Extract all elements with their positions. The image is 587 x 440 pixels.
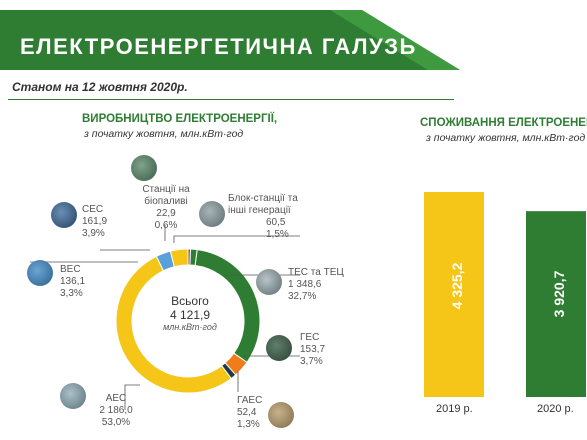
label-ves-name: ВЕС xyxy=(60,264,81,275)
bar-2019 xyxy=(424,192,484,397)
label-bio-name2: біопаливі xyxy=(144,196,188,207)
label-ses-value: 161,9 xyxy=(82,216,108,227)
label-ges-value: 153,7 xyxy=(300,344,326,355)
label-ves-pct: 3,3% xyxy=(60,288,83,299)
label-block: Блок-станції та інші генерації 60,5 1,5% xyxy=(228,193,298,241)
label-ses-pct: 3,9% xyxy=(82,228,105,239)
pumped-storage-icon xyxy=(268,402,294,428)
label-ves-value: 136,1 xyxy=(60,276,86,287)
label-bio-name1: Станції на xyxy=(142,184,190,195)
production-title: ВИРОБНИЦТВО ЕЛЕКТРОЕНЕРГІЇ, xyxy=(82,113,278,125)
connector-block xyxy=(173,235,300,243)
donut-center: Всього 4 121,9 млн.кВт·год xyxy=(145,294,235,332)
label-aes-value: 2 186,0 xyxy=(99,405,133,416)
label-ges-pct: 3,7% xyxy=(300,356,323,367)
label-ses-name: СЕС xyxy=(82,204,104,215)
solar-panel-icon xyxy=(51,202,77,228)
wind-turbine-icon xyxy=(27,260,53,286)
block-station-icon xyxy=(199,201,225,227)
year-2019-label: 2019 р. xyxy=(436,403,473,415)
year-2020-label: 2020 р. xyxy=(537,403,574,415)
thermal-plant-icon xyxy=(256,269,282,295)
connector-aes xyxy=(124,384,140,410)
label-gaes-value: 52,4 xyxy=(237,407,257,418)
label-gaes-pct: 1,3% xyxy=(237,419,260,430)
label-ves: ВЕС 136,1 3,3% xyxy=(60,264,85,300)
nuclear-plant-icon xyxy=(60,383,86,409)
banner-arrow-accent xyxy=(330,10,460,70)
total-unit: млн.кВт·год xyxy=(163,322,217,332)
hydro-plant-icon xyxy=(266,335,292,361)
label-block-value: 60,5 xyxy=(266,217,286,228)
label-ges-name: ГЕС xyxy=(300,332,320,343)
label-tes: ТЕС та ТЕЦ 1 348,6 32,7% xyxy=(288,267,344,303)
production-subtitle: з початку жовтня, млн.кВт·год xyxy=(84,128,244,140)
label-gaes: ГАЕС 52,4 1,3% xyxy=(237,395,262,431)
label-ses: СЕС 161,9 3,9% xyxy=(82,204,107,240)
label-block-name1: Блок-станції та xyxy=(228,193,298,204)
bar-2020 xyxy=(526,211,586,397)
consumption-title: СПОЖИВАННЯ ЕЛЕКТРОЕНЕРГ xyxy=(420,117,587,129)
total-value: 4 121,9 xyxy=(169,308,211,322)
biofuel-station-icon xyxy=(131,155,157,181)
label-bio-pct: 0,6% xyxy=(154,220,178,231)
label-block-pct: 1,5% xyxy=(266,229,289,240)
label-aes-pct: 53,0% xyxy=(101,417,131,428)
consumption-subtitle: з початку жовтня, млн.кВт·год xyxy=(426,132,586,144)
bar-2019-value: 4 325,2 xyxy=(449,262,465,310)
label-bio: Станції на біопаливі 22,9 0,6% xyxy=(140,184,192,232)
label-tes-pct: 32,7% xyxy=(288,291,317,302)
divider xyxy=(8,99,454,100)
label-ges: ГЕС 153,7 3,7% xyxy=(300,332,325,368)
label-block-name2: інші генерації xyxy=(228,205,291,216)
bar-2020-value: 3 920,7 xyxy=(551,270,567,318)
label-aes-name: АЕС xyxy=(105,393,127,404)
page-title: ЕЛЕКТРОЕНЕРГЕТИЧНА ГАЛУЗЬ xyxy=(20,34,417,59)
label-gaes-name: ГАЕС xyxy=(237,395,263,406)
label-bio-value: 22,9 xyxy=(156,208,176,219)
donut-slice-7 xyxy=(189,248,198,267)
label-tes-name: ТЕС та ТЕЦ xyxy=(288,267,344,278)
label-tes-value: 1 348,6 xyxy=(288,279,322,290)
total-label: Всього xyxy=(171,294,209,308)
label-aes: АЕС 2 186,0 53,0% xyxy=(93,393,139,429)
date-line: Станом на 12 жовтня 2020р. xyxy=(12,80,188,94)
banner-arrow xyxy=(0,10,460,70)
